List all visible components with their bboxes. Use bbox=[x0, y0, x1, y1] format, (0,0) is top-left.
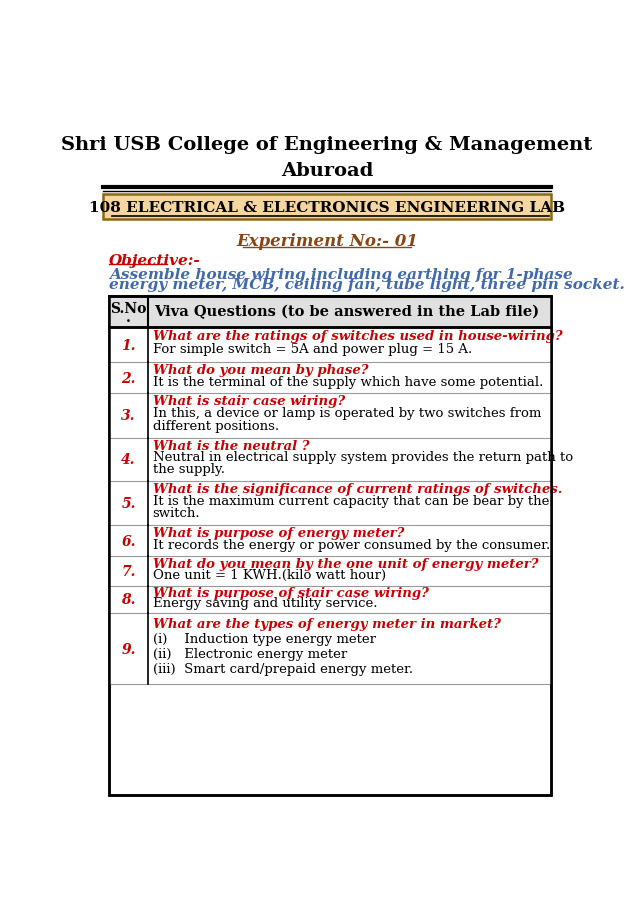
Text: (i)    Induction type energy meter: (i) Induction type energy meter bbox=[152, 632, 376, 645]
Text: What do you mean by phase?: What do you mean by phase? bbox=[152, 364, 368, 377]
Text: What is the neutral ?: What is the neutral ? bbox=[152, 439, 309, 452]
Bar bbox=[109, 297, 551, 795]
Text: 1.: 1. bbox=[121, 338, 136, 352]
Text: 2.: 2. bbox=[121, 372, 136, 385]
Text: Aburoad: Aburoad bbox=[281, 161, 373, 179]
Bar bbox=[109, 482, 551, 526]
Text: What is the significance of current ratings of switches.: What is the significance of current rati… bbox=[152, 483, 562, 495]
Bar bbox=[109, 526, 551, 557]
Text: 4.: 4. bbox=[121, 453, 136, 466]
Text: 5.: 5. bbox=[121, 497, 136, 511]
Bar bbox=[109, 613, 551, 685]
Text: (ii)   Electronic energy meter: (ii) Electronic energy meter bbox=[152, 647, 347, 660]
Text: S.No: S.No bbox=[110, 302, 147, 316]
Text: For simple switch = 5A and power plug = 15 A.: For simple switch = 5A and power plug = … bbox=[152, 343, 472, 355]
FancyBboxPatch shape bbox=[103, 195, 551, 220]
Bar bbox=[109, 297, 551, 327]
Bar bbox=[109, 557, 551, 586]
Text: Neutral in electrical supply system provides the return path to: Neutral in electrical supply system prov… bbox=[152, 451, 573, 464]
Text: 3.: 3. bbox=[121, 409, 136, 423]
Text: In this, a device or lamp is operated by two switches from: In this, a device or lamp is operated by… bbox=[152, 407, 541, 420]
Text: What is stair case wiring?: What is stair case wiring? bbox=[152, 395, 345, 408]
Text: What are the ratings of switches used in house-wiring?: What are the ratings of switches used in… bbox=[152, 329, 562, 343]
Bar bbox=[109, 363, 551, 393]
Text: What is purpose of energy meter?: What is purpose of energy meter? bbox=[152, 527, 404, 539]
Text: Energy saving and utility service.: Energy saving and utility service. bbox=[152, 596, 377, 609]
Bar bbox=[109, 297, 551, 795]
Text: (iii)  Smart card/prepaid energy meter.: (iii) Smart card/prepaid energy meter. bbox=[152, 662, 413, 675]
Bar bbox=[109, 586, 551, 613]
Text: energy meter, MCB, ceiling fan, tube light, three pin socket.: energy meter, MCB, ceiling fan, tube lig… bbox=[109, 278, 625, 292]
Text: Assemble house wiring including earthing for 1-phase: Assemble house wiring including earthing… bbox=[109, 267, 573, 281]
Text: 8.: 8. bbox=[121, 593, 136, 607]
Text: Objective:-: Objective:- bbox=[109, 253, 201, 268]
Text: Shri USB College of Engineering & Management: Shri USB College of Engineering & Manage… bbox=[61, 136, 593, 154]
Bar bbox=[109, 393, 551, 438]
Text: .: . bbox=[126, 310, 131, 325]
Text: 6.: 6. bbox=[121, 534, 136, 548]
Text: What are the types of energy meter in market?: What are the types of energy meter in ma… bbox=[152, 617, 500, 630]
Text: different positions.: different positions. bbox=[152, 419, 279, 432]
Text: Viva Questions (to be answered in the Lab file): Viva Questions (to be answered in the La… bbox=[154, 305, 539, 319]
Text: Experiment No:- 01: Experiment No:- 01 bbox=[236, 233, 418, 250]
Text: It is the maximum current capacity that can be bear by the: It is the maximum current capacity that … bbox=[152, 494, 549, 508]
Text: What do you mean by the one unit of energy meter?: What do you mean by the one unit of ener… bbox=[152, 557, 538, 570]
Text: What is purpose of stair case wiring?: What is purpose of stair case wiring? bbox=[152, 586, 429, 599]
Text: It records the energy or power consumed by the consumer.: It records the energy or power consumed … bbox=[152, 538, 550, 551]
Text: One unit = 1 KWH.(kilo watt hour): One unit = 1 KWH.(kilo watt hour) bbox=[152, 568, 386, 581]
Text: 108 ELECTRICAL & ELECTRONICS ENGINEERING LAB: 108 ELECTRICAL & ELECTRONICS ENGINEERING… bbox=[89, 200, 565, 215]
Bar bbox=[109, 327, 551, 363]
Text: the supply.: the supply. bbox=[152, 463, 225, 475]
Text: It is the terminal of the supply which have some potential.: It is the terminal of the supply which h… bbox=[152, 375, 543, 388]
Bar bbox=[109, 438, 551, 482]
Text: switch.: switch. bbox=[152, 507, 200, 520]
Text: 9.: 9. bbox=[121, 642, 136, 656]
Text: 7.: 7. bbox=[121, 565, 136, 578]
